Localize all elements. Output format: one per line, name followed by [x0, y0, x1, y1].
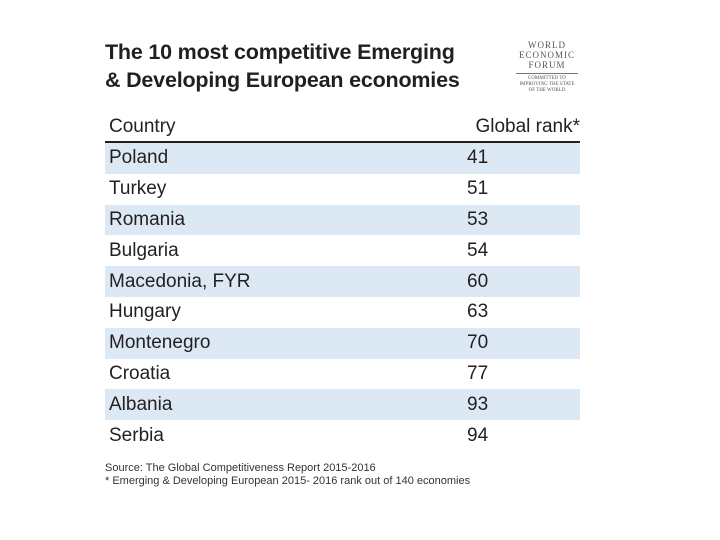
rank: 63 — [467, 301, 489, 323]
country: Montenegro — [109, 332, 211, 354]
table-row: Montenegro 70 — [105, 327, 580, 359]
logo-name: WORLD — [528, 40, 566, 50]
rank: 70 — [467, 332, 489, 354]
logo: WORLD ECONOMIC FORUM COMMITTED TO IMPROV… — [508, 40, 586, 94]
logo-tagline: OF THE WORLD — [528, 88, 566, 93]
table-row: Poland 41 — [105, 143, 580, 174]
table-row: Albania 93 — [105, 389, 580, 421]
table: Country Global rank* Poland 41 Turkey 51 Rom… — [105, 113, 580, 451]
logo-tagline: IMPROVING THE STATE — [519, 82, 575, 87]
country: Albania — [109, 393, 173, 415]
title-line: The 10 most competitive Emerging — [105, 40, 455, 64]
header-row: Country Global rank* — [105, 113, 580, 143]
rank: 53 — [467, 208, 489, 230]
title-line: & Developing European economies — [105, 68, 460, 92]
column-header: Country — [109, 116, 176, 137]
table-row: Romania 53 — [105, 204, 580, 236]
table-row: Hungary 63 — [105, 297, 580, 328]
logo-name: ECONOMIC — [518, 50, 575, 60]
country: Macedonia, FYR — [109, 270, 251, 292]
column-header: Global rank* — [475, 116, 580, 137]
country: Serbia — [109, 424, 164, 446]
table-row: Serbia 94 — [105, 420, 580, 451]
table-row: Croatia 77 — [105, 359, 580, 390]
rank: 93 — [467, 393, 489, 415]
table-row: Macedonia, FYR 60 — [105, 266, 580, 297]
country: Turkey — [109, 178, 167, 200]
country: Bulgaria — [109, 239, 179, 261]
rank: 77 — [467, 362, 489, 384]
logo-tagline: COMMITTED TO — [527, 76, 566, 81]
country: Hungary — [109, 301, 181, 323]
logo-rule — [516, 73, 578, 74]
rank: 60 — [467, 270, 489, 292]
rank: 51 — [467, 178, 489, 200]
rank: 41 — [467, 147, 489, 169]
source: Source: The Global Competitiveness Repor… — [105, 462, 376, 474]
country: Romania — [109, 208, 186, 230]
table-row: Bulgaria 54 — [105, 235, 580, 266]
note: * Emerging & Developing European 2015- 2… — [105, 475, 471, 487]
rank: 94 — [467, 424, 489, 446]
rank: 54 — [467, 239, 489, 261]
table-row: Turkey 51 — [105, 174, 580, 205]
country: Poland — [109, 147, 169, 169]
country: Croatia — [109, 362, 171, 384]
logo-name: FORUM — [528, 60, 566, 70]
